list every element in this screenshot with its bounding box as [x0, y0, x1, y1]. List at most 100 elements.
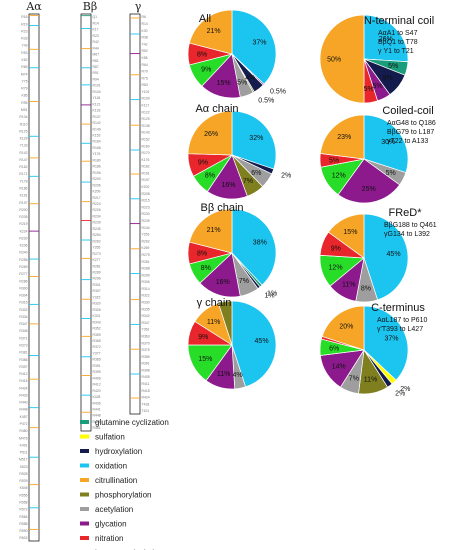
- residue-label: R14: [142, 22, 148, 26]
- pie-slice: [217, 300, 233, 346]
- residue-label: K269: [142, 246, 150, 250]
- residue-label: R239: [93, 221, 101, 225]
- legend-label: glycation: [95, 519, 127, 528]
- residue-label: R348: [19, 329, 27, 333]
- residue-label: T418: [142, 402, 150, 406]
- residue-label: K277: [93, 258, 101, 262]
- legend-item: homocysteinylation: [95, 548, 163, 550]
- residue-label: M67: [93, 53, 100, 57]
- residue-label: R143: [142, 131, 150, 135]
- pie-percent-label: 5%: [237, 80, 247, 87]
- pie-percent-label: 9%: [383, 75, 393, 82]
- legend-item: hydroxylation: [80, 447, 142, 456]
- legend-swatch: [80, 434, 89, 439]
- residue-label: R101: [93, 84, 101, 88]
- residue-label: K224: [20, 229, 28, 233]
- residue-label: R359: [93, 333, 101, 337]
- pie-percent-label: 16%: [221, 182, 235, 189]
- residue-label: Y352: [142, 328, 150, 332]
- residue-label: R52: [142, 49, 148, 53]
- residue-label: K176: [142, 158, 150, 162]
- pie-range: AαA1 to S47: [378, 30, 418, 37]
- pie-percent-label: 7%: [349, 376, 359, 383]
- pie-percent-label: 9%: [198, 334, 208, 341]
- pie-percent-label: 8%: [197, 52, 207, 59]
- pie-slice: [363, 305, 409, 381]
- residue-label: P472: [20, 422, 28, 426]
- residue-label: R200: [93, 177, 101, 181]
- pie-range: BβG79 to L187: [387, 129, 434, 136]
- residue-label: R424: [19, 386, 27, 390]
- pie-slice: [363, 114, 409, 174]
- pie-slice: [231, 110, 277, 170]
- residue-label: R245: [93, 227, 101, 231]
- residue-label: R275: [142, 253, 150, 257]
- residue-label: R230: [19, 236, 27, 240]
- pie-slice: [231, 9, 277, 85]
- legend-item: phosphorylation: [80, 490, 151, 499]
- chain-title: Bβ: [83, 0, 97, 13]
- legend-item: citrullination: [80, 476, 137, 485]
- residue-label: R347: [19, 322, 27, 326]
- residue-label: R83: [142, 83, 148, 87]
- residue-label: R556: [19, 493, 27, 497]
- residue-label: R23: [93, 34, 99, 38]
- residue-label: R372: [93, 345, 101, 349]
- residue-label: Y377: [93, 351, 101, 355]
- residue-label: R19: [21, 22, 27, 26]
- residue-label: K457: [20, 415, 28, 419]
- residue-label: R53: [21, 51, 27, 55]
- residue-label: R572: [19, 508, 27, 512]
- residue-label: R234: [93, 214, 101, 218]
- legend-label: citrullination: [95, 476, 137, 485]
- residue-label: R240: [19, 251, 27, 255]
- residue-label: R70: [142, 70, 148, 74]
- residue-label: R455: [93, 420, 101, 424]
- residue-label: K153: [93, 134, 101, 138]
- pie-6: 45% 8% 11% 12% 9% 15% FReD* BβG188 to Q461 γG134…: [319, 207, 437, 303]
- residue-label: R288: [142, 267, 150, 271]
- pie-percent-label: 14%: [332, 364, 346, 371]
- legend-label: sulfation: [95, 432, 125, 441]
- residue-label: P511: [20, 451, 28, 455]
- pie-range: γG134 to L392: [384, 231, 430, 238]
- residue-label: R588: [19, 522, 27, 526]
- pie-slice: [188, 208, 233, 254]
- residue-label: R75: [142, 76, 148, 80]
- residue-label: R262: [142, 239, 150, 243]
- pie-slice: [327, 213, 365, 259]
- pie-percent-label: 15%: [217, 80, 231, 87]
- residue-label: R320: [93, 302, 101, 306]
- legend-item: acetylation: [80, 505, 133, 514]
- residue-label: R91: [93, 71, 99, 75]
- pie-title: C-terminus: [371, 302, 425, 314]
- residue-label: Y102: [142, 90, 150, 94]
- residue-label: R528: [19, 472, 27, 476]
- pie-percent-label: 7%: [243, 178, 253, 185]
- residue-label: R42: [93, 40, 99, 44]
- pie-percent-label: 8%: [361, 285, 371, 292]
- pie-slice: [363, 213, 409, 301]
- pie-slice: [319, 14, 365, 104]
- pie-percent-label: 4%: [233, 372, 243, 379]
- pie-percent-label: 26%: [204, 131, 218, 138]
- residue-label: Y43: [21, 44, 27, 48]
- residue-label: Y178: [20, 179, 28, 183]
- residue-label: R330: [142, 301, 150, 305]
- residue-label: R171: [19, 172, 27, 176]
- chain-maps: Aα R16 R19 R23 R33 Y43 R53 K62 R65 M74 Y75 R79 K85 R9…: [19, 0, 150, 542]
- pie-range: AαL187 to P610: [377, 317, 427, 324]
- residue-label: R322: [142, 294, 150, 298]
- residue-label: R277: [19, 272, 27, 276]
- pie-percent-label: 9%: [198, 160, 208, 167]
- residue-label: K117: [142, 104, 150, 108]
- pie-percent-label: 26%: [379, 36, 393, 43]
- pie-percent-label: 37%: [384, 336, 398, 343]
- legend-item: sulfation: [80, 432, 125, 441]
- pie-percent-label: 12%: [332, 173, 346, 180]
- pie-slice: [231, 208, 277, 286]
- residue-label: R104: [19, 115, 27, 119]
- residue-label: R281: [93, 264, 101, 268]
- residue-label: R137: [93, 115, 101, 119]
- residue-label: R180: [93, 158, 101, 162]
